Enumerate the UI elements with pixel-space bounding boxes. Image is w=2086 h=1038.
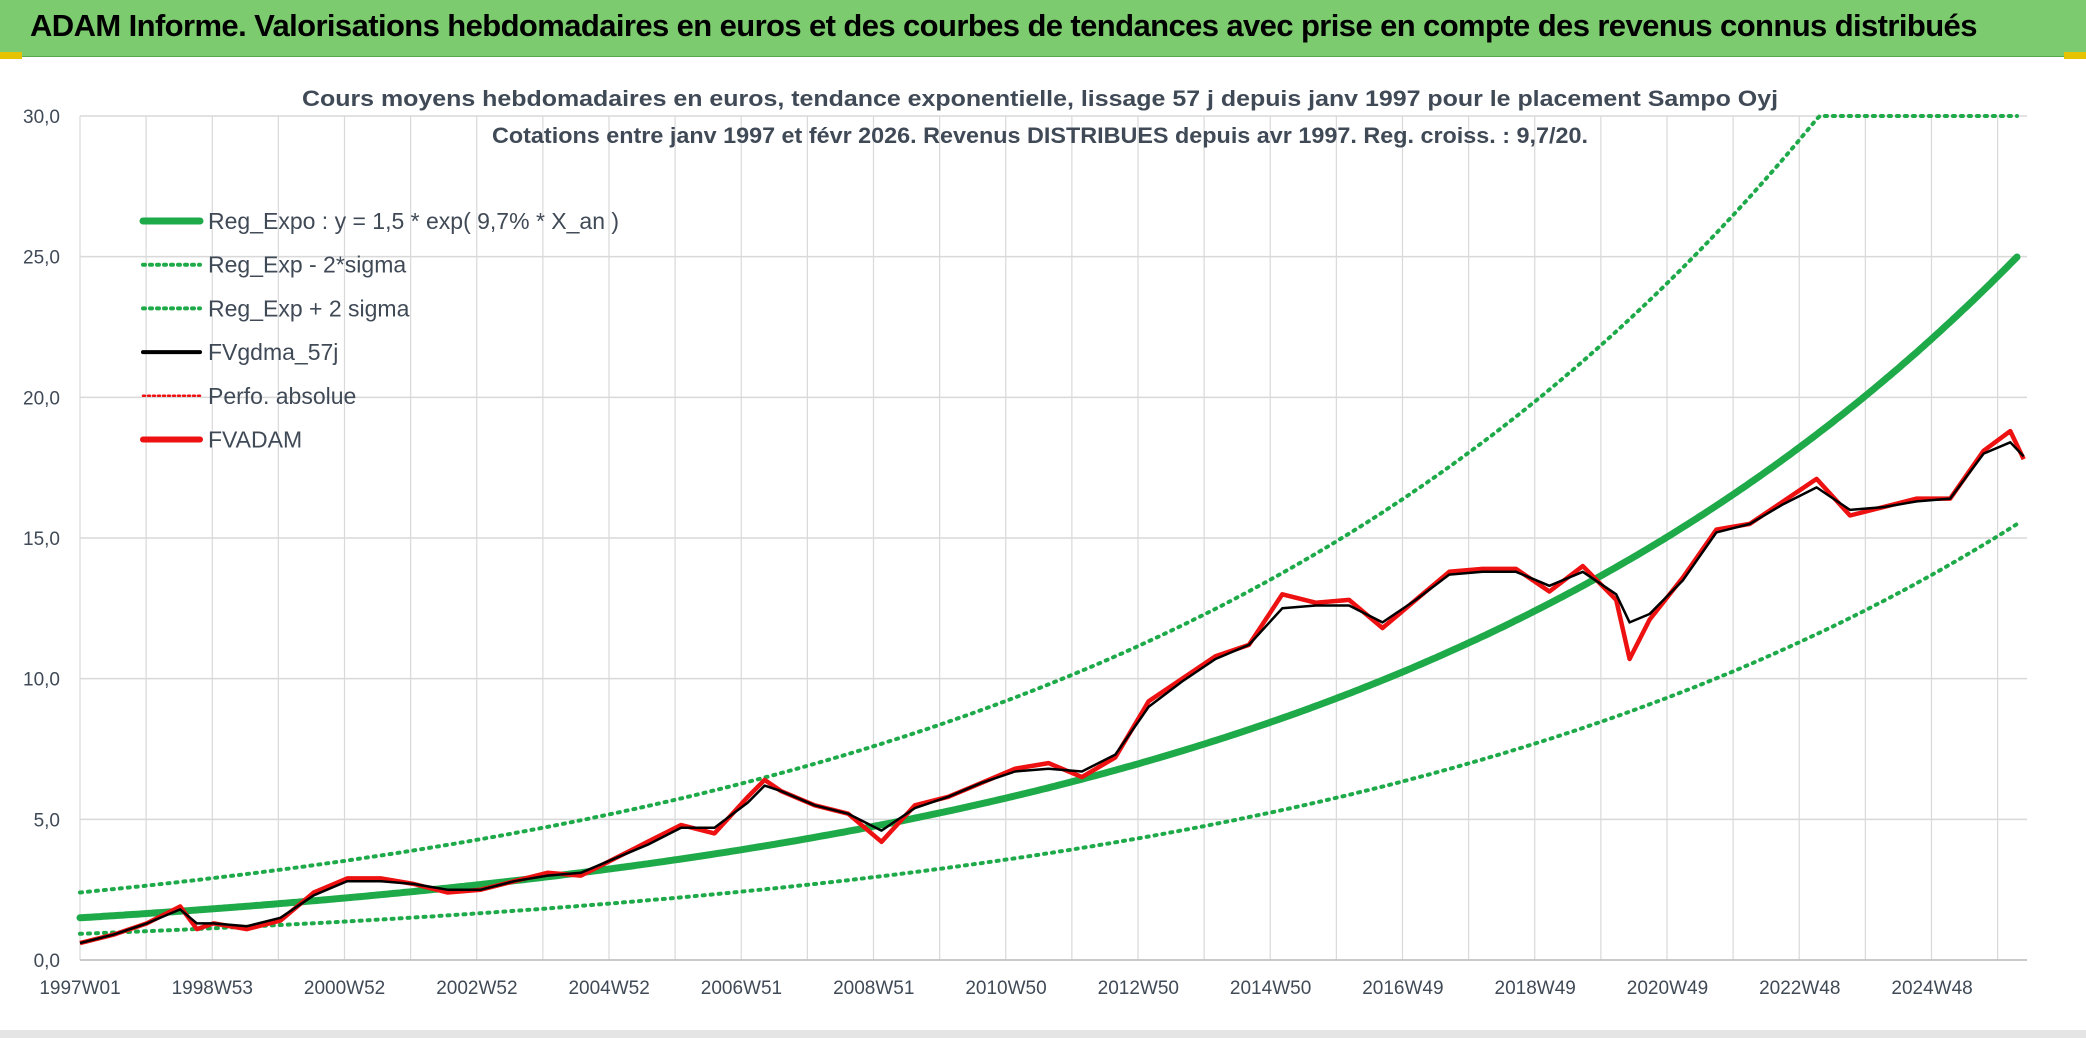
x-tick-label: 2006W51 (701, 978, 782, 999)
legend-label: FVgdma_57j (208, 339, 338, 365)
x-tick-label: 2004W52 (568, 978, 649, 999)
x-tick-label: 2012W50 (1098, 978, 1179, 999)
chart-title: Cours moyens hebdomadaires en euros, ten… (302, 86, 1778, 111)
x-tick-label: 2000W52 (304, 978, 385, 999)
reg-exp-lower-line (78, 522, 2019, 936)
y-tick-label: 20,0 (23, 388, 60, 409)
y-tick-label: 0,0 (34, 951, 60, 972)
chart-subtitle: Cotations entre janv 1997 et févr 2026. … (492, 123, 1588, 148)
x-tick-label: 2002W52 (436, 978, 517, 999)
legend-label: Reg_Expo : y = 1,5 * exp( 9,7% * X_an ) (208, 208, 619, 234)
y-tick-label: 10,0 (23, 670, 60, 691)
x-tick-label: 2014W50 (1230, 978, 1311, 999)
legend-label: FVADAM (208, 427, 302, 453)
x-tick-label: 2020W49 (1627, 978, 1708, 999)
corner-mark-top-right (2064, 52, 2086, 59)
banner-title: ADAM Informe. Valorisations hebdomadaire… (30, 8, 1977, 43)
x-tick-label: 2008W51 (833, 978, 914, 999)
series-layer (76, 114, 2026, 946)
legend: Reg_Expo : y = 1,5 * exp( 9,7% * X_an ) R… (139, 208, 619, 453)
y-tick-label: 25,0 (23, 248, 60, 269)
legend-label: Reg_Exp - 2*sigma (208, 252, 406, 278)
x-tick-label: 2010W50 (965, 978, 1046, 999)
x-tick-label: 1998W53 (172, 978, 253, 999)
title-layer: Cours moyens hebdomadaires en euros, ten… (302, 86, 1778, 148)
fvgdma-57j-line (79, 441, 2025, 945)
fvadam-line (79, 428, 2026, 946)
corner-mark-top-left (0, 52, 22, 59)
reg-expo-line (76, 253, 2021, 922)
legend-label: Reg_Exp + 2 sigma (208, 295, 410, 321)
y-tick-label: 15,0 (23, 529, 60, 550)
x-tick-label: 1997W01 (39, 978, 120, 999)
y-tick-label: 30,0 (23, 107, 60, 128)
x-tick-label: 2016W49 (1362, 978, 1443, 999)
reg-exp-upper-line (78, 114, 2019, 895)
y-tick-label: 5,0 (34, 810, 60, 831)
x-tick-label: 2018W49 (1495, 978, 1576, 999)
grid-layer (79, 115, 2027, 961)
chart-area: 0,0 5,0 10,0 15,0 20,0 25,0 30,0 1997W01 1998W53… (0, 56, 2086, 1038)
legend-label: Perfo. absolue (208, 383, 356, 409)
header-banner: ADAM Informe. Valorisations hebdomadaire… (0, 0, 2086, 57)
bottom-strip (0, 1030, 2086, 1038)
x-tick-label: 2024W48 (1891, 978, 1972, 999)
chart-svg: 0,0 5,0 10,0 15,0 20,0 25,0 30,0 1997W01 1998W53… (23, 86, 2027, 999)
axis-layer: 0,0 5,0 10,0 15,0 20,0 25,0 30,0 1997W01 1998W53… (23, 107, 2027, 999)
x-tick-label: 2022W48 (1759, 978, 1840, 999)
